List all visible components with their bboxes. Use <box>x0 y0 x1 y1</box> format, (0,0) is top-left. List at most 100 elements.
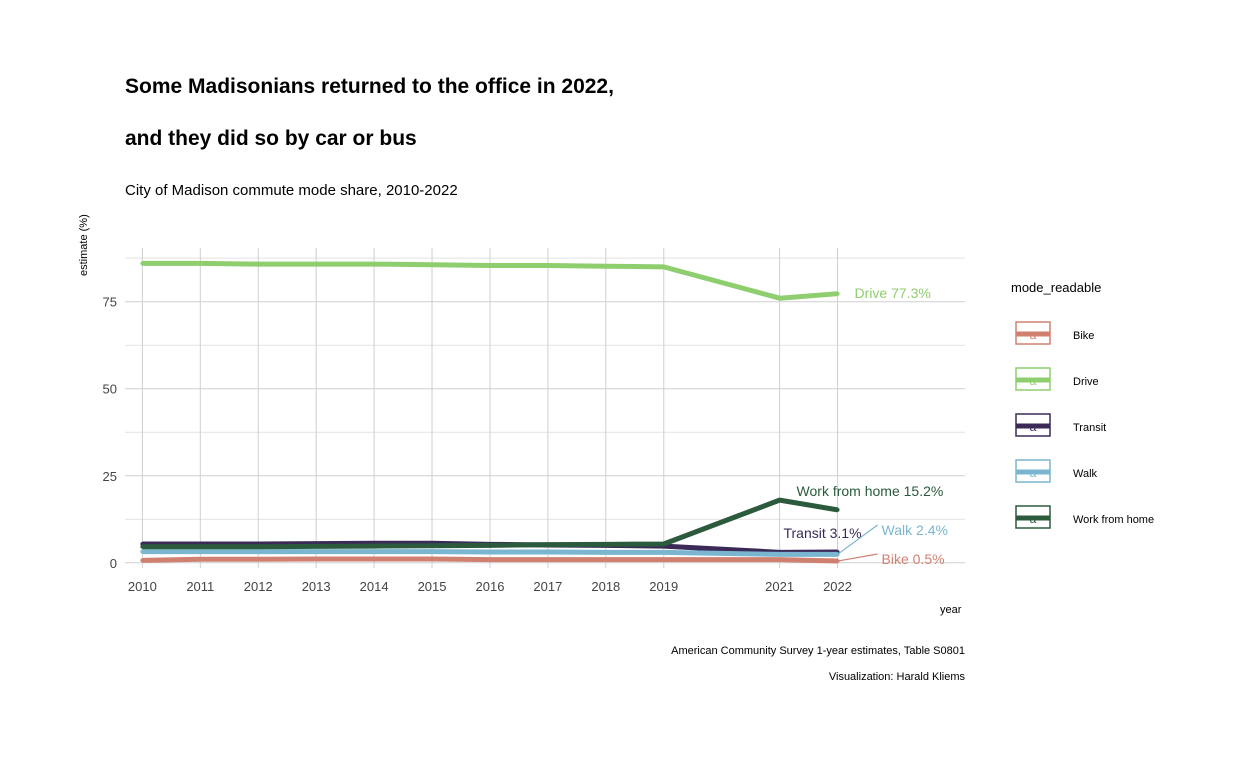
end-label-walk: Walk 2.4% <box>882 522 948 538</box>
legend-item-bike: a Bike <box>1015 321 1094 345</box>
x-tick-label: 2011 <box>186 579 214 594</box>
end-label-work-from-home: Work from home 15.2% <box>797 483 944 499</box>
x-tick-label: 2012 <box>244 579 273 594</box>
legend-item-walk: a Walk <box>1015 459 1098 483</box>
legend: mode_readable a Bike a Drive a Transit a Walk a W… <box>1011 280 1154 529</box>
data-point-work-from-home <box>661 541 666 546</box>
data-point-work-from-home <box>314 544 319 549</box>
data-point-work-from-home <box>545 542 550 547</box>
data-point-drive <box>487 263 492 268</box>
data-point-bike <box>198 557 203 562</box>
data-point-walk <box>603 550 608 555</box>
data-point-bike <box>777 557 782 562</box>
data-point-work-from-home <box>487 543 492 548</box>
legend-item-transit: a Transit <box>1015 413 1106 437</box>
data-point-walk <box>256 549 261 554</box>
data-point-walk <box>777 552 782 557</box>
data-point-drive <box>140 261 145 266</box>
x-tick-label: 2013 <box>302 579 331 594</box>
data-point-drive <box>198 261 203 266</box>
x-axis-ticks: 2010 2011 2012 2013 2014 2015 2016 2017 2018 2019… <box>128 579 852 594</box>
data-point-walk <box>372 549 377 554</box>
series-line-work-from-home <box>142 497 838 550</box>
legend-label: Drive <box>1073 376 1099 388</box>
data-point-bike <box>430 556 435 561</box>
legend-label: Transit <box>1073 422 1106 434</box>
data-point-walk <box>140 549 145 554</box>
data-point-bike <box>661 557 666 562</box>
legend-label: Work from home <box>1073 514 1154 526</box>
x-axis-label: year <box>940 604 962 616</box>
end-label-bike: Bike 0.5% <box>882 551 945 567</box>
legend-key-glyph: a <box>1030 374 1037 388</box>
legend-label: Walk <box>1073 468 1098 480</box>
legend-key-glyph: a <box>1030 328 1037 342</box>
data-point-drive <box>314 262 319 267</box>
data-point-bike <box>372 556 377 561</box>
data-point-work-from-home <box>430 543 435 548</box>
x-tick-label: 2022 <box>823 579 852 594</box>
data-point-work-from-home <box>198 544 203 549</box>
data-point-drive <box>256 262 261 267</box>
x-tick-label: 2015 <box>418 579 447 594</box>
legend-item-work-from-home: a Work from home <box>1015 505 1154 529</box>
caption-source: American Community Survey 1-year estimat… <box>671 645 965 657</box>
x-tick-label: 2010 <box>128 579 157 594</box>
data-point-walk <box>487 549 492 554</box>
legend-key-glyph: a <box>1030 512 1037 526</box>
y-axis-ticks: 0 25 50 75 <box>103 295 117 571</box>
grid-lines <box>125 248 965 568</box>
data-point-walk <box>661 550 666 555</box>
x-tick-label: 2021 <box>765 579 794 594</box>
data-point-work-from-home <box>603 542 608 547</box>
y-tick-label: 50 <box>103 382 117 397</box>
caption-credit: Visualization: Harald Kliems <box>828 671 965 683</box>
data-point-drive <box>661 264 666 269</box>
x-tick-label: 2016 <box>476 579 505 594</box>
end-labels: Bike 0.5% Drive 77.3% Transit 3.1% Walk 2.4… <box>783 285 947 567</box>
data-point-walk <box>430 549 435 554</box>
legend-item-drive: a Drive <box>1015 367 1099 391</box>
data-point-bike <box>603 557 608 562</box>
leader-line-walk <box>837 524 878 555</box>
data-point-drive <box>603 264 608 269</box>
legend-title: mode_readable <box>1011 280 1101 295</box>
data-point-work-from-home <box>140 544 145 549</box>
chart-subtitle: City of Madison commute mode share, 2010… <box>125 182 458 199</box>
series-lines <box>140 260 840 564</box>
data-point-drive <box>430 262 435 267</box>
data-point-walk <box>314 549 319 554</box>
data-point-walk <box>545 549 550 554</box>
chart-title-line-2: and they did so by car or bus <box>125 127 417 150</box>
chart-title-line-1: Some Madisonians returned to the office … <box>125 75 614 98</box>
legend-key-glyph: a <box>1030 420 1037 434</box>
y-tick-label: 0 <box>110 556 117 571</box>
legend-label: Bike <box>1073 330 1094 342</box>
data-point-walk <box>198 549 203 554</box>
series-line-bike <box>142 556 838 564</box>
legend-key-glyph: a <box>1030 466 1037 480</box>
data-point-drive <box>835 291 840 296</box>
data-point-work-from-home <box>372 544 377 549</box>
x-tick-label: 2017 <box>533 579 562 594</box>
x-tick-label: 2018 <box>591 579 620 594</box>
y-tick-label: 25 <box>103 469 117 484</box>
series-line-drive <box>142 260 838 301</box>
data-point-drive <box>545 263 550 268</box>
series-line-walk <box>142 549 838 557</box>
data-point-work-from-home <box>256 544 261 549</box>
y-tick-label: 75 <box>103 295 117 310</box>
data-point-bike <box>314 556 319 561</box>
end-label-transit: Transit 3.1% <box>783 525 861 541</box>
data-point-work-from-home <box>777 498 782 503</box>
data-point-drive <box>372 262 377 267</box>
data-point-bike <box>487 557 492 562</box>
data-point-bike <box>256 557 261 562</box>
data-point-drive <box>777 296 782 301</box>
data-point-bike <box>140 558 145 563</box>
x-tick-label: 2014 <box>360 579 389 594</box>
leader-line-bike <box>837 553 878 562</box>
data-point-work-from-home <box>835 507 840 512</box>
x-tick-label: 2019 <box>649 579 678 594</box>
